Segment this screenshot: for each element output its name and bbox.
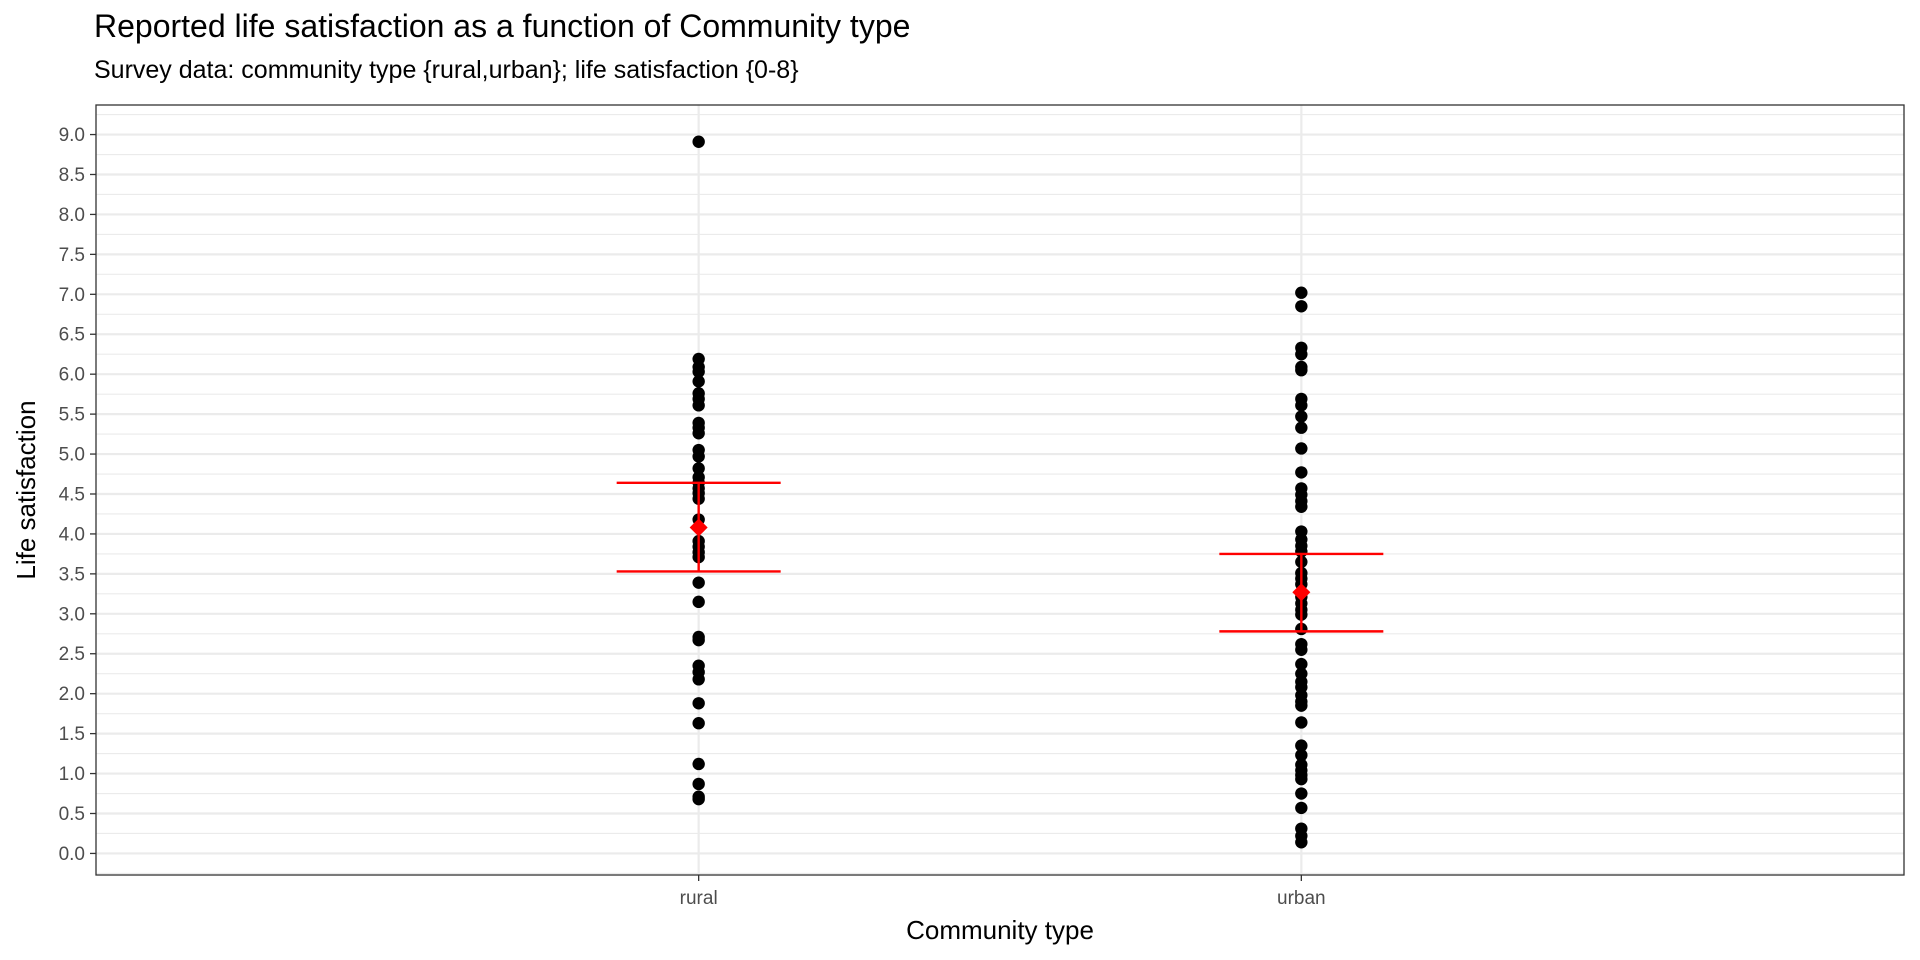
data-point <box>1295 500 1308 513</box>
data-point <box>1295 363 1308 377</box>
data-point <box>692 792 705 806</box>
data-point <box>1295 348 1308 361</box>
y-tick-label: 7.0 <box>59 285 85 306</box>
y-tick-label: 4.0 <box>59 524 85 545</box>
data-point <box>692 399 705 412</box>
grid-lines <box>96 105 1904 875</box>
y-tick-label: 9.0 <box>59 125 85 146</box>
data-point <box>1295 442 1308 455</box>
data-point <box>1295 787 1308 800</box>
y-axis-title: Life satisfaction <box>11 400 41 579</box>
summary-markers <box>616 481 1384 633</box>
data-point <box>692 576 705 589</box>
data-point <box>1295 699 1308 712</box>
data-points <box>692 135 1308 849</box>
x-axis-title: Community type <box>906 915 1094 945</box>
y-tick-label: 6.5 <box>59 325 85 346</box>
chart-subtitle: Survey data: community type {rural,urban… <box>94 56 799 84</box>
y-tick-label: 7.5 <box>59 245 85 266</box>
data-point <box>1295 801 1308 815</box>
data-point <box>1295 300 1308 313</box>
data-point <box>1295 466 1308 479</box>
panel-border <box>95 104 1905 876</box>
data-point <box>1295 739 1308 752</box>
y-tick-label: 0.0 <box>59 844 85 865</box>
y-tick-label: 8.0 <box>59 205 85 226</box>
mean-marker <box>1292 583 1311 602</box>
y-tick-label: 6.0 <box>59 365 85 386</box>
data-point <box>1295 286 1308 299</box>
data-point <box>692 365 705 378</box>
data-point <box>1295 716 1308 729</box>
y-tick-label: 4.5 <box>59 484 85 505</box>
data-point <box>692 717 705 730</box>
y-tick-label: 3.5 <box>59 564 85 585</box>
chart-title: Reported life satisfaction as a function… <box>94 8 911 44</box>
y-tick-label: 0.5 <box>59 804 85 825</box>
data-point <box>692 375 705 388</box>
y-tick-label: 5.0 <box>59 445 85 466</box>
y-axis: 0.0 0.5 1.0 1.5 2.0 2.5 3.0 3.5 4.0 4.5 5.0 5.5 6.0 6… <box>59 125 96 865</box>
mean-marker <box>689 518 708 537</box>
data-point <box>692 450 705 463</box>
data-point <box>1295 836 1308 849</box>
y-tick-label: 1.5 <box>59 724 85 745</box>
data-point <box>692 777 705 791</box>
data-point <box>692 697 705 710</box>
data-point <box>692 135 705 148</box>
data-point <box>1295 421 1308 434</box>
data-point <box>1295 748 1308 762</box>
data-point <box>692 757 705 771</box>
data-point <box>692 595 705 609</box>
data-point <box>692 462 705 475</box>
data-point <box>1295 772 1308 786</box>
data-point <box>1295 643 1308 656</box>
y-tick-label: 2.0 <box>59 684 85 705</box>
y-tick-label: 3.0 <box>59 604 85 625</box>
y-tick-label: 8.5 <box>59 165 85 186</box>
x-axis: rural urban <box>680 875 1326 909</box>
data-point <box>1295 410 1308 423</box>
y-tick-label: 2.5 <box>59 644 85 665</box>
x-tick-label: rural <box>680 888 718 909</box>
data-point <box>1295 399 1308 412</box>
x-tick-label: urban <box>1277 888 1326 909</box>
data-point <box>692 673 705 686</box>
data-point <box>1295 657 1308 671</box>
y-tick-label: 1.0 <box>59 764 85 785</box>
data-point <box>692 427 705 440</box>
data-point <box>692 633 705 647</box>
y-tick-label: 5.5 <box>59 405 85 426</box>
